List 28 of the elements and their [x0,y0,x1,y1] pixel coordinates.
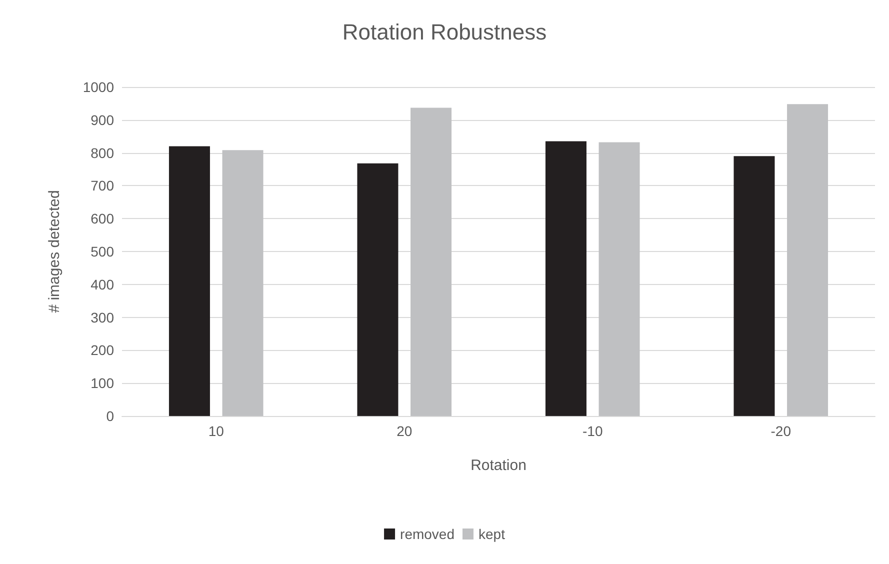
y-tick-label: 800 [90,144,114,161]
y-tick-label: 100 [90,375,114,392]
bar [222,150,264,416]
y-tick-label: 900 [90,112,114,128]
legend-label: kept [478,526,506,542]
x-axis-title: Rotation [470,457,526,474]
bar [734,156,775,416]
bar [545,141,586,416]
chart-title: Rotation Robustness [342,20,547,44]
y-tick-label: 300 [90,309,114,326]
legend-label: removed [400,526,455,542]
bar [168,146,210,416]
bar [410,108,452,416]
y-tick-label: 1000 [82,79,114,95]
x-tick-label: -10 [582,423,603,439]
bar [598,142,640,416]
y-tick-label: 0 [106,408,114,424]
y-tick-label: 500 [90,244,114,260]
y-tick-label: 600 [90,210,114,227]
y-tick-label: 200 [90,342,114,358]
y-axis-title: # images detected [46,190,63,313]
x-tick-label: 20 [396,423,412,439]
x-tick-label: -20 [770,423,792,439]
y-tick-label: 400 [90,276,114,292]
bar [787,104,828,416]
bar [357,163,398,416]
y-tick-label: 700 [90,178,114,194]
x-tick-label: 10 [208,423,224,439]
